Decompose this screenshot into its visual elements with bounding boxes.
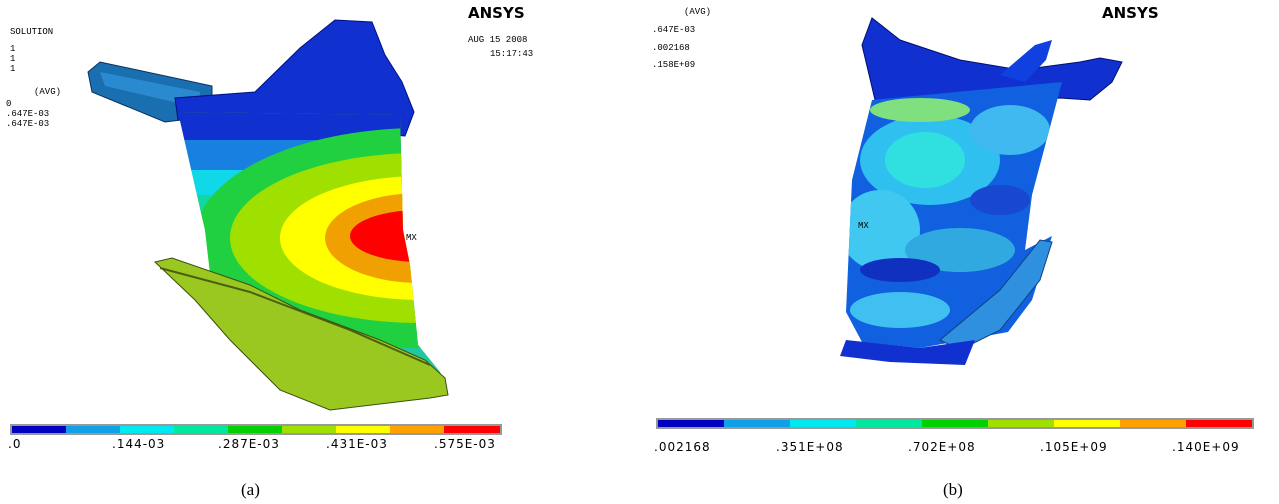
colorbar-label: .702E+08 [908,440,976,454]
legend-text: SOLUTION [10,27,53,37]
legend-text: .647E-03 [6,109,49,119]
legend-text: .647E-03 [652,25,695,35]
colorbar-label: .287E-03 [218,437,280,451]
colorbar-label: .351E+08 [776,440,844,454]
colorbar-label: .002168 [654,440,711,454]
max-marker: MX [406,233,417,243]
panel-b-text: (AVG) .647E-03 .002168 .158E+09 ANSYS MX [652,4,1159,231]
legend-text: 0 [6,99,11,109]
colorbar-label: .575E-03 [434,437,496,451]
colorbar-label: .105E+09 [1040,440,1108,454]
legend-text: 1 [10,64,15,74]
colorbar-label: .144-03 [112,437,165,451]
legend-text: (AVG) [34,87,61,97]
colorbar-label: .0 [8,437,21,451]
caption: (a) [241,480,260,499]
colorbar-label: .431E-03 [326,437,388,451]
colorbar-b: .002168 .351E+08 .702E+08 .105E+09 .140E… [654,418,1254,454]
colorbar-label: .140E+09 [1172,440,1240,454]
model-b [840,17,1123,365]
max-marker: MX [858,221,869,231]
logo: ANSYS [1102,4,1159,22]
legend-text: .002168 [652,43,690,53]
legend-text: .647E-03 [6,119,49,129]
legend-text: .158E+09 [652,60,695,70]
legend-text: (AVG) [684,7,711,17]
legend-text: 1 [10,44,15,54]
date: AUG 15 2008 [468,35,527,45]
caption: (b) [943,480,963,499]
time: 15:17:43 [490,49,533,59]
logo: ANSYS [468,4,525,22]
panel-a-text: SOLUTION 1 1 1 (AVG) 0 .647E-03 .647E-03… [6,4,533,243]
legend-text: 1 [10,54,15,64]
colorbar-a: .0 .144-03 .287E-03 .431E-03 .575E-03 [8,424,502,451]
model-a [87,19,449,411]
